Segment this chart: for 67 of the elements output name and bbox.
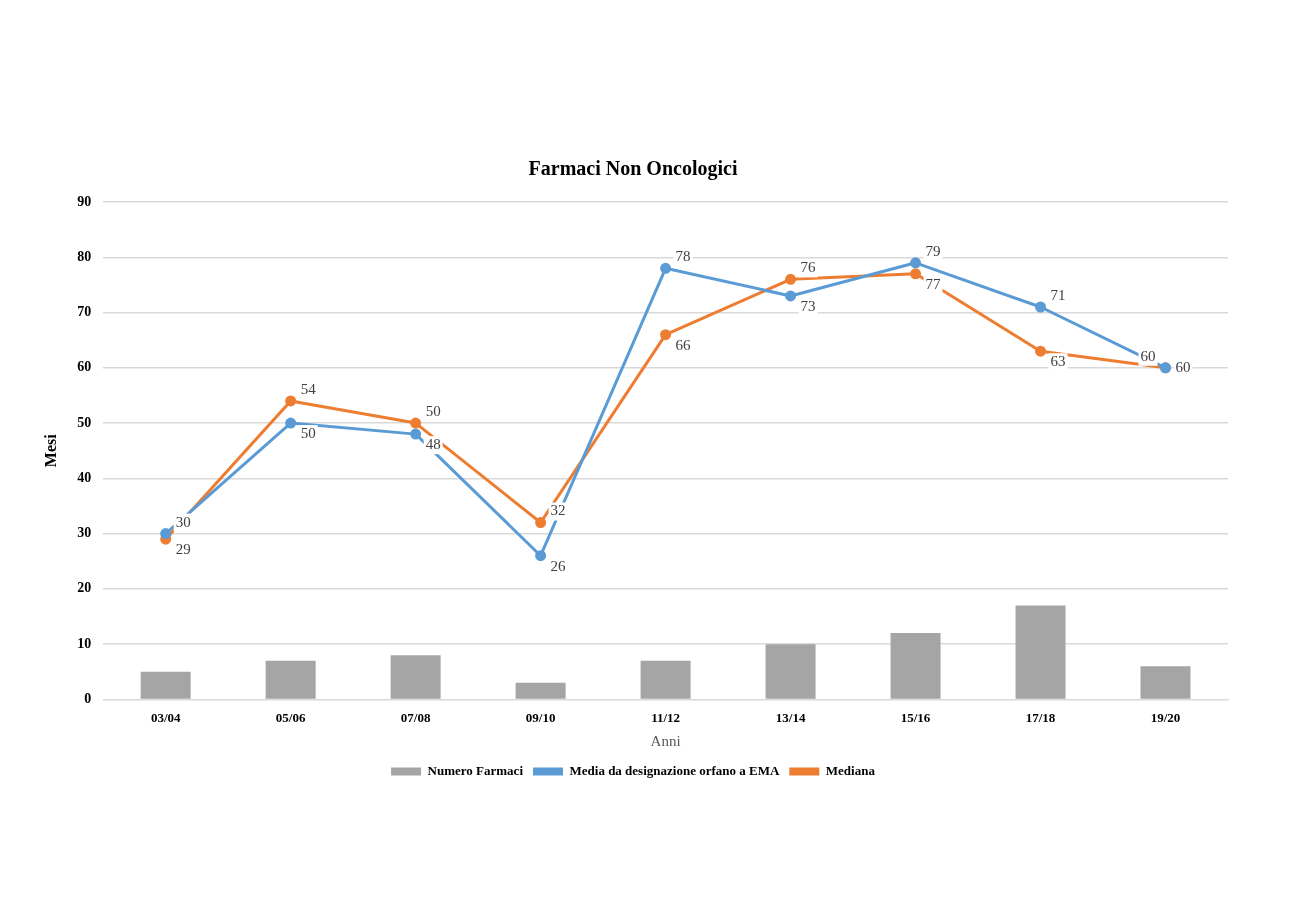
data-label: 60 [1140,347,1156,364]
y-tick-label: 70 [77,304,92,320]
y-tick-label: 20 [77,580,92,596]
legend-label: Numero Farmaci [427,762,524,778]
x-tick-label: 15/16 [900,709,931,725]
data-label: 63 [1050,353,1066,370]
x-tick-label: 11/12 [651,709,681,725]
x-tick-label: 03/04 [150,709,181,725]
y-tick-label: 50 [77,414,92,430]
point [160,528,172,540]
data-label: 26 [550,557,567,574]
bar [765,644,816,699]
x-tick-label: 17/18 [1025,709,1056,725]
point [910,268,922,280]
bar [515,682,566,699]
data-label: 77 [925,275,942,292]
data-label: 60 [1175,358,1191,375]
x-tick-label: 19/20 [1150,709,1181,725]
bar [390,655,441,699]
point [535,517,547,529]
point [660,262,672,274]
x-tick-label: 07/08 [400,709,431,725]
point [1035,345,1047,357]
bar [140,671,191,699]
data-label: 32 [550,502,566,519]
x-tick-label: 13/14 [775,709,806,725]
bar [640,660,691,699]
bar [1015,605,1066,699]
data-label: 79 [925,242,941,259]
data-label: 50 [300,425,316,441]
point [785,273,797,285]
point [535,550,547,562]
x-tick-label: 05/06 [275,709,306,725]
data-label: 29 [175,541,191,558]
y-tick-label: 0 [84,691,92,707]
x-axis-title: Anni [650,732,681,749]
y-tick-label: 90 [77,193,92,209]
point [410,428,422,440]
legend-label: Media da designazione orfano a EMA [569,762,780,778]
data-label: 54 [300,380,317,397]
y-tick-label: 80 [77,248,92,264]
data-label: 66 [675,336,692,353]
x-tick-label: 09/10 [525,709,556,725]
y-tick-label: 30 [77,525,92,541]
data-label: 48 [425,436,441,453]
bar [265,660,316,699]
data-label: 30 [175,513,191,530]
y-tick-label: 10 [77,635,92,651]
bar [890,633,941,699]
data-label: 50 [425,403,441,419]
point [285,395,297,407]
point [910,257,922,269]
y-tick-label: 40 [77,469,92,485]
point [785,290,797,302]
legend-label: Mediana [825,762,876,778]
point [285,417,297,429]
data-label: 73 [800,297,816,314]
bar [1140,666,1191,699]
point [1035,301,1047,313]
data-label: 71 [1050,286,1066,303]
data-label: 76 [800,259,817,276]
data-label: 78 [675,248,691,265]
point [660,329,672,341]
y-tick-label: 60 [77,359,92,375]
point [410,417,422,429]
y-axis-title: Mesi [41,433,59,468]
chart-title: Farmaci Non Oncologici [528,157,738,181]
